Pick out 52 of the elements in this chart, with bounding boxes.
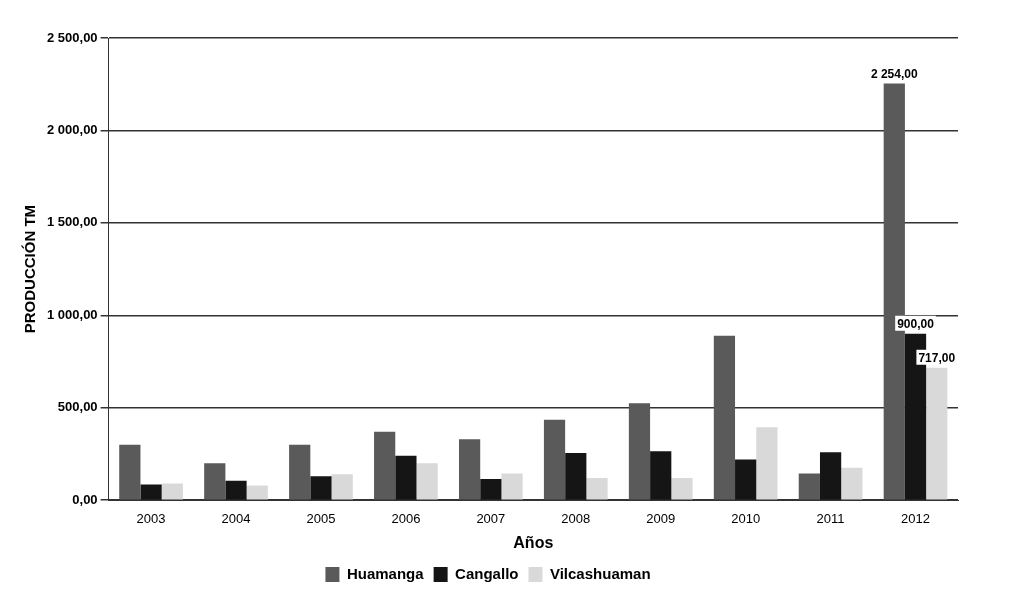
bar <box>756 427 778 500</box>
bar <box>735 459 757 500</box>
x-tick-label: 2006 <box>391 510 421 526</box>
legend-label: Cangallo <box>455 564 519 582</box>
data-label: 2 254,00 <box>870 66 918 81</box>
bar <box>225 480 247 500</box>
bar <box>416 463 438 500</box>
bar <box>926 367 948 500</box>
x-tick-label: 2009 <box>646 510 676 526</box>
bar <box>819 452 842 500</box>
legend-label: Huamanga <box>346 564 425 582</box>
bar <box>374 431 396 500</box>
legend-label: Vilcashuaman <box>549 564 651 582</box>
data-label: 900,00 <box>897 317 935 332</box>
bar <box>628 403 651 500</box>
y-tick-label: 2 000,00 <box>46 122 98 138</box>
x-axis-title: Años <box>513 533 554 551</box>
bar <box>161 483 183 500</box>
bar <box>119 444 141 500</box>
data-label: 717,00 <box>918 350 956 365</box>
bar <box>713 335 736 500</box>
x-tick-label: 2004 <box>221 510 251 526</box>
bar <box>395 455 417 500</box>
x-tick-label: 2007 <box>476 510 506 526</box>
bar <box>480 478 502 500</box>
bar <box>650 451 672 500</box>
y-tick-label: 1 500,00 <box>46 214 98 230</box>
x-tick-label: 2010 <box>731 510 761 526</box>
bar <box>586 478 608 500</box>
y-axis-title: PRODUCCIÓN TM <box>21 204 39 334</box>
bar <box>671 478 693 500</box>
y-tick-label: 1 000,00 <box>46 306 98 322</box>
x-tick-label: 2005 <box>306 510 336 526</box>
bar <box>798 473 820 500</box>
bar <box>565 453 587 500</box>
bar <box>543 419 566 500</box>
x-tick-label: 2003 <box>136 510 166 526</box>
y-tick-label: 2 500,00 <box>46 29 98 45</box>
bar <box>246 485 268 500</box>
bar <box>204 463 226 500</box>
y-tick-label: 500,00 <box>57 399 98 415</box>
bar <box>331 474 353 500</box>
bar <box>310 476 332 500</box>
bar <box>841 467 863 500</box>
bar <box>458 439 481 500</box>
x-tick-label: 2012 <box>901 510 930 526</box>
y-tick-label: 0,00 <box>72 491 98 507</box>
bar <box>289 444 311 500</box>
x-tick-label: 2008 <box>561 510 591 526</box>
bar <box>140 484 162 500</box>
x-tick-label: 2011 <box>816 510 845 526</box>
bar <box>501 473 523 500</box>
